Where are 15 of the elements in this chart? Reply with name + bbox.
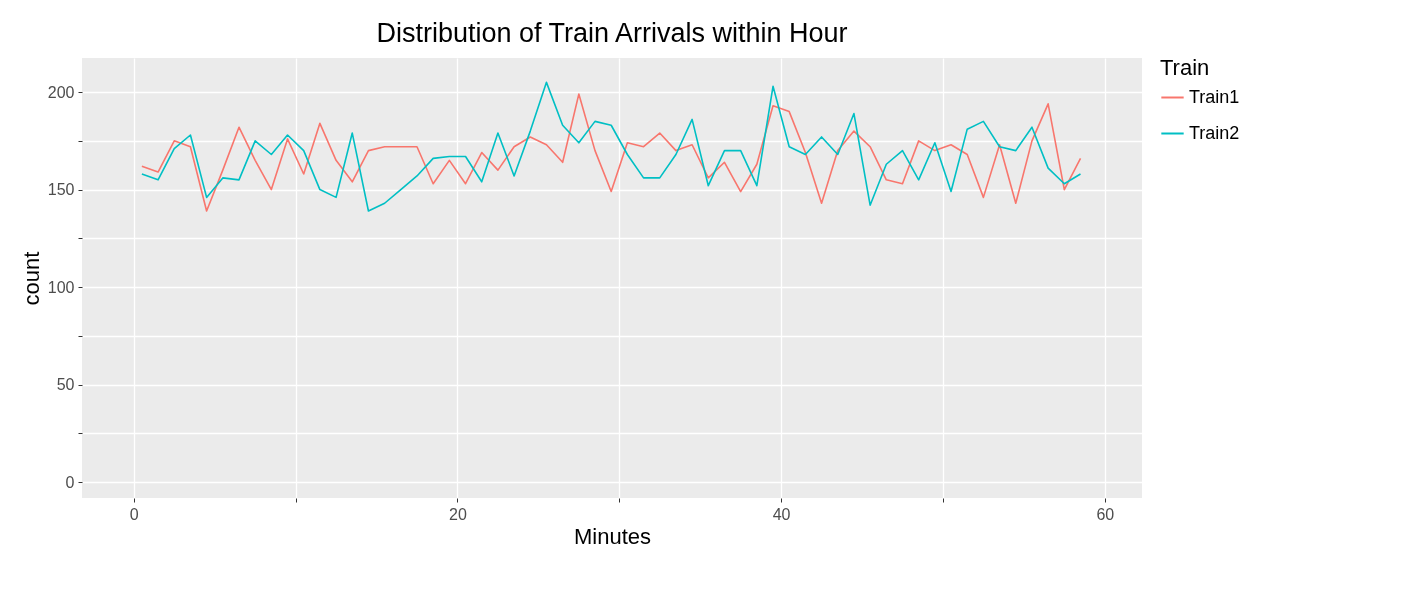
legend-title: Train bbox=[1160, 55, 1210, 80]
x-tick-label: 0 bbox=[129, 505, 139, 523]
legend-label: Train2 bbox=[1189, 122, 1240, 143]
x-tick-label: 60 bbox=[1096, 505, 1115, 523]
y-tick-label: 200 bbox=[47, 83, 75, 101]
x-tick-label: 20 bbox=[449, 505, 467, 523]
y-tick-label: 50 bbox=[56, 376, 75, 394]
x-axis-title: Minutes bbox=[573, 523, 652, 549]
y-tick-label: 150 bbox=[47, 181, 75, 199]
y-tick-label: 0 bbox=[65, 473, 75, 491]
x-tick-label: 40 bbox=[772, 505, 791, 523]
y-axis-title: count bbox=[18, 251, 44, 306]
y-tick-label: 100 bbox=[47, 278, 75, 296]
chart-title: Distribution of Train Arrivals within Hour bbox=[376, 18, 848, 48]
legend-label: Train1 bbox=[1189, 86, 1240, 107]
